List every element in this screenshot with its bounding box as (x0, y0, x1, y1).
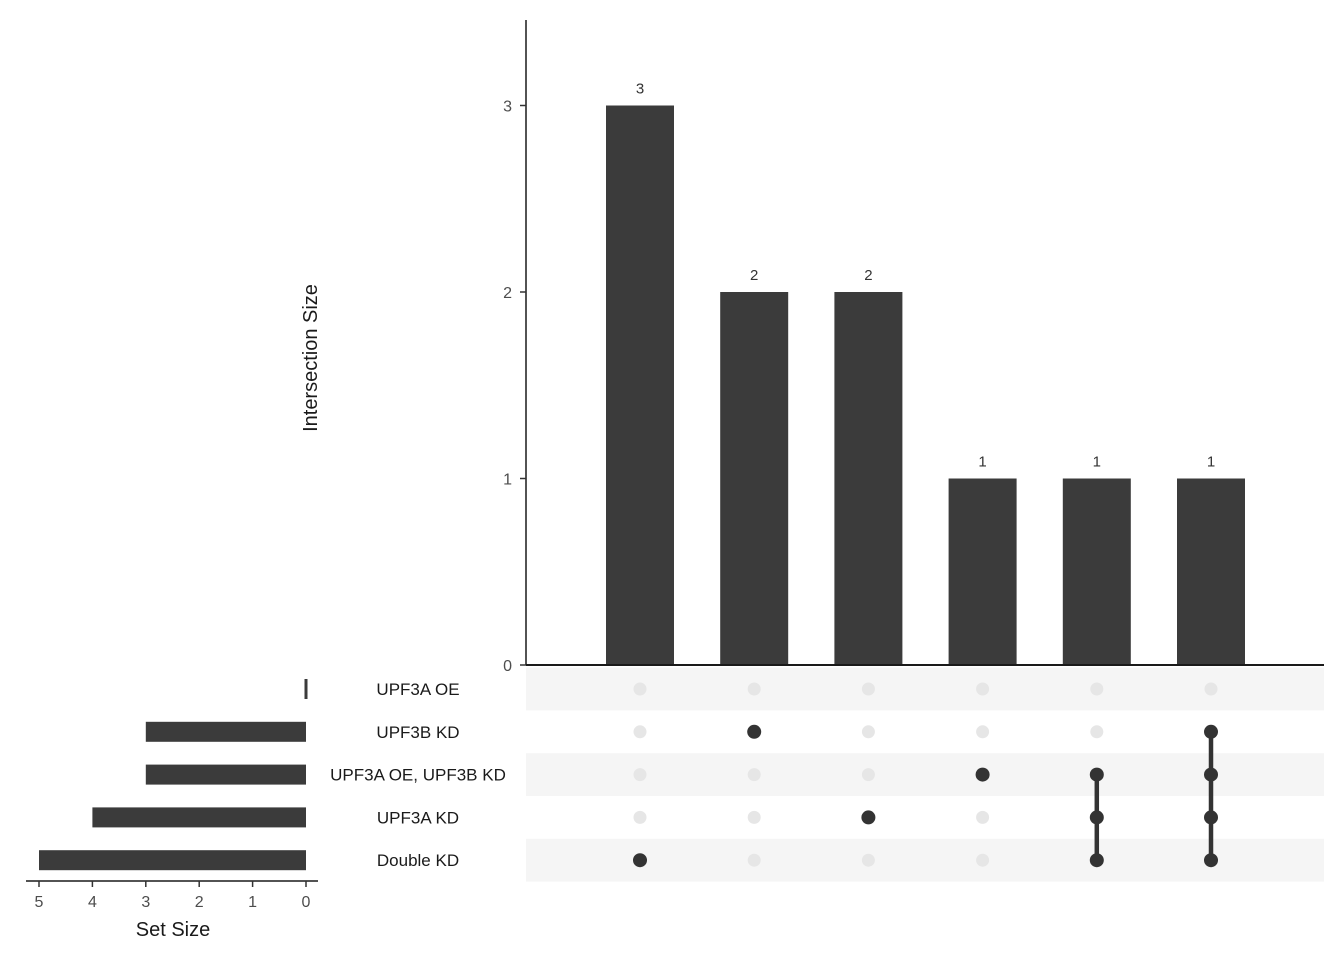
matrix-dot-inactive (1090, 725, 1104, 739)
set-size-tick-label: 2 (195, 894, 204, 911)
matrix-dot-inactive (861, 725, 875, 739)
matrix-dot-inactive (861, 853, 875, 867)
matrix-dot-inactive (747, 810, 761, 824)
intersection-bar-label: 1 (978, 454, 986, 471)
matrix-dot-inactive (1090, 682, 1104, 696)
matrix-dot-inactive (861, 768, 875, 782)
set-label: UPF3B KD (376, 723, 459, 742)
matrix-dot-inactive (976, 725, 990, 739)
matrix-dot-active (1204, 853, 1218, 868)
set-size-axis-title: Set Size (136, 919, 210, 941)
matrix-dot-inactive (633, 768, 647, 782)
set-size-tick-label: 0 (302, 894, 311, 911)
set-label: UPF3A OE (376, 680, 459, 699)
set-size-tick-label: 5 (35, 894, 44, 911)
matrix-dot-inactive (633, 725, 647, 739)
matrix-stripe (526, 753, 1324, 796)
intersection-bars: 3 2 2 1 1 1 (606, 81, 1245, 665)
set-label: UPF3A KD (377, 808, 459, 827)
matrix-dot-inactive (976, 853, 990, 867)
y-tick-label: 0 (503, 658, 512, 675)
y-tick-label: 3 (503, 99, 512, 116)
matrix-dot-inactive (747, 682, 761, 696)
matrix-dot-inactive (861, 682, 875, 696)
matrix-dot-inactive (1204, 682, 1218, 696)
y-tick-label: 2 (503, 285, 512, 302)
matrix-dot-active (633, 853, 647, 868)
set-labels: UPF3A OE UPF3B KD UPF3A OE, UPF3B KD UPF3A … (330, 680, 506, 870)
matrix-stripes (526, 667, 1324, 882)
matrix-dot-active (1089, 767, 1104, 782)
matrix-stripe (526, 667, 1324, 711)
intersection-bar-label: 1 (1207, 454, 1215, 471)
membership-matrix (633, 682, 1218, 868)
y-axis-title: Intersection Size (300, 284, 322, 432)
y-tick-label: 1 (503, 472, 512, 489)
intersection-bar (720, 292, 789, 665)
set-label: UPF3A OE, UPF3B KD (330, 766, 506, 785)
set-size-tick-label: 1 (248, 894, 257, 911)
matrix-dot-inactive (747, 853, 761, 867)
matrix-dot-active (1089, 853, 1104, 868)
intersection-bar-label: 3 (636, 81, 644, 98)
set-size-tick-label: 3 (141, 894, 150, 911)
matrix-dot-inactive (976, 810, 990, 824)
set-size-bar (304, 679, 308, 699)
intersection-bar (948, 478, 1017, 665)
intersection-size-axis: 0 1 2 3 (503, 20, 1324, 675)
intersection-bar (1062, 478, 1131, 665)
intersection-bar (1177, 478, 1245, 665)
set-size-bar (39, 850, 306, 871)
set-size-bar (92, 807, 307, 828)
matrix-dot-active (975, 767, 990, 782)
intersection-bar (606, 105, 674, 665)
set-label: Double KD (377, 851, 459, 870)
matrix-dot-active (1204, 810, 1218, 825)
matrix-dot-inactive (633, 682, 647, 696)
set-size-bar (145, 764, 306, 785)
matrix-dot-inactive (633, 810, 647, 824)
set-size-bar (145, 721, 306, 742)
matrix-stripe (526, 838, 1324, 882)
matrix-dot-active (747, 724, 762, 739)
intersection-bar (834, 292, 903, 665)
intersection-bar-label: 2 (864, 267, 872, 284)
matrix-dot-active (1204, 724, 1218, 739)
set-size-axis: 5 4 3 2 1 0 (26, 880, 318, 911)
matrix-dot-active (1089, 810, 1104, 825)
matrix-dot-active (861, 810, 876, 825)
matrix-dot-inactive (976, 682, 990, 696)
set-size-bars (39, 679, 308, 871)
set-size-tick-label: 4 (88, 894, 97, 911)
intersection-bar-label: 1 (1093, 454, 1101, 471)
matrix-dot-inactive (747, 768, 761, 782)
matrix-dot-active (1204, 767, 1218, 782)
intersection-bar-label: 2 (750, 267, 758, 284)
